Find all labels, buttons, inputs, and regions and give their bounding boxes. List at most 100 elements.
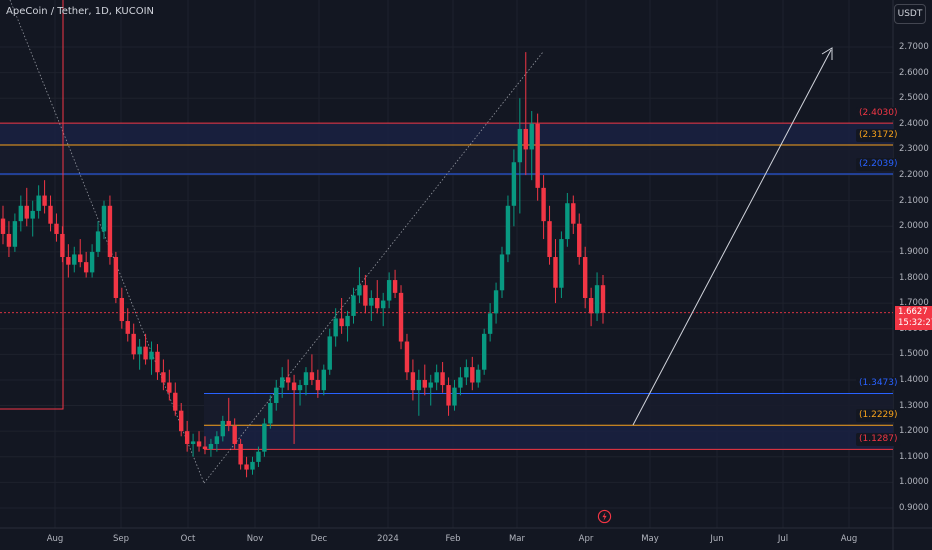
candle-body	[464, 367, 469, 378]
time-tick-label: Oct	[180, 534, 196, 544]
price-tick-label: 2.5000	[899, 93, 929, 104]
candle-body	[149, 351, 154, 360]
level-label: (1.2229)	[856, 409, 901, 423]
candle-body	[137, 346, 142, 355]
candle-body	[547, 221, 552, 258]
candle-body	[380, 300, 386, 309]
time-tick-label: 2024	[377, 534, 399, 544]
price-tick-label: 1.5000	[899, 349, 929, 360]
candle-body	[303, 372, 309, 386]
candle-body	[95, 231, 101, 252]
candle-body	[143, 346, 148, 360]
candle-body	[517, 128, 523, 163]
time-tick-label: May	[641, 534, 659, 544]
candle-body	[363, 285, 368, 306]
candle-body	[262, 423, 267, 452]
lightning-icon[interactable]	[597, 509, 612, 524]
candle-body	[571, 203, 576, 224]
candle-body	[184, 431, 190, 444]
candle-body	[559, 239, 564, 288]
candle-body	[440, 372, 445, 386]
level-label: (1.3473)	[856, 377, 901, 391]
candle-body	[553, 257, 558, 288]
time-tick-label: Aug	[46, 534, 64, 544]
price-tick-label: 1.8000	[899, 272, 929, 283]
candle-body	[493, 290, 499, 314]
candle-body	[345, 315, 350, 327]
candle-body	[321, 369, 326, 391]
countdown-timer: 15:32:27	[898, 318, 932, 328]
arrow-shaft	[632, 49, 832, 426]
price-tick-label: 1.3000	[899, 400, 929, 411]
candle-body	[89, 251, 95, 273]
candle-body	[66, 257, 71, 265]
currency-button[interactable]: USDT	[894, 4, 926, 24]
candle-body	[107, 205, 113, 258]
candle-body	[238, 443, 243, 465]
candle-body	[582, 257, 588, 298]
level-label: (2.3172)	[856, 129, 901, 143]
candle-body	[404, 341, 410, 373]
candle-body	[101, 205, 107, 232]
candle-body	[297, 385, 303, 391]
candle-body	[327, 336, 332, 370]
price-tick-label: 2.1000	[899, 195, 929, 206]
zone-upper-1	[0, 123, 893, 146]
candle-body	[190, 441, 196, 444]
candle-body	[422, 379, 427, 388]
candle-body	[398, 292, 404, 342]
candle-body	[167, 382, 172, 393]
range-box	[0, 0, 64, 410]
last-price: 1.6627	[898, 307, 928, 317]
trend-drawings	[0, 0, 893, 484]
candle-body	[54, 223, 59, 234]
candle-body	[285, 377, 291, 383]
candle-body	[119, 297, 125, 322]
candle-body	[196, 441, 202, 447]
price-tick-label: 2.4000	[899, 118, 929, 129]
candle-body	[565, 203, 570, 240]
candle-body	[24, 205, 29, 219]
candle-body	[339, 318, 344, 327]
arrow-up-right-icon	[632, 47, 833, 426]
candle-body	[0, 218, 6, 234]
candle-body	[256, 451, 261, 462]
candle-body	[392, 280, 398, 293]
candle-body	[226, 420, 231, 427]
candle-body	[280, 377, 285, 388]
candle-body	[18, 205, 24, 222]
candle-body	[511, 162, 517, 206]
candle-body	[179, 410, 184, 432]
price-tick-label: 0.9000	[899, 503, 929, 513]
candle-body	[600, 285, 606, 313]
candle-body	[12, 221, 18, 247]
candle-body	[476, 369, 481, 383]
candle-body	[72, 254, 77, 265]
candle-body	[113, 257, 119, 298]
candle-body	[416, 379, 422, 391]
candle-body	[30, 210, 35, 219]
price-tick-label: 2.6000	[899, 67, 929, 78]
candle-body	[48, 205, 53, 224]
zone-lower-2	[204, 425, 893, 450]
level-label: (2.4030)	[856, 107, 901, 121]
trendline-down	[9, 0, 205, 484]
candle-body	[208, 443, 214, 450]
candle-body	[577, 223, 582, 258]
candle-body	[309, 372, 315, 380]
candle-body	[452, 387, 457, 406]
time-tick-label: Jul	[777, 534, 789, 544]
candlestick-series	[0, 52, 606, 478]
candle-body	[202, 446, 208, 450]
candle-body	[529, 123, 534, 150]
zone-upper-2	[0, 145, 893, 175]
candle-body	[333, 318, 338, 337]
candle-body	[268, 402, 273, 424]
candle-body	[220, 420, 226, 437]
candle-body	[244, 464, 249, 470]
price-tick-label: 1.4000	[899, 374, 929, 385]
candle-body	[36, 195, 41, 211]
candle-body	[131, 333, 136, 355]
candle-body	[155, 351, 160, 373]
